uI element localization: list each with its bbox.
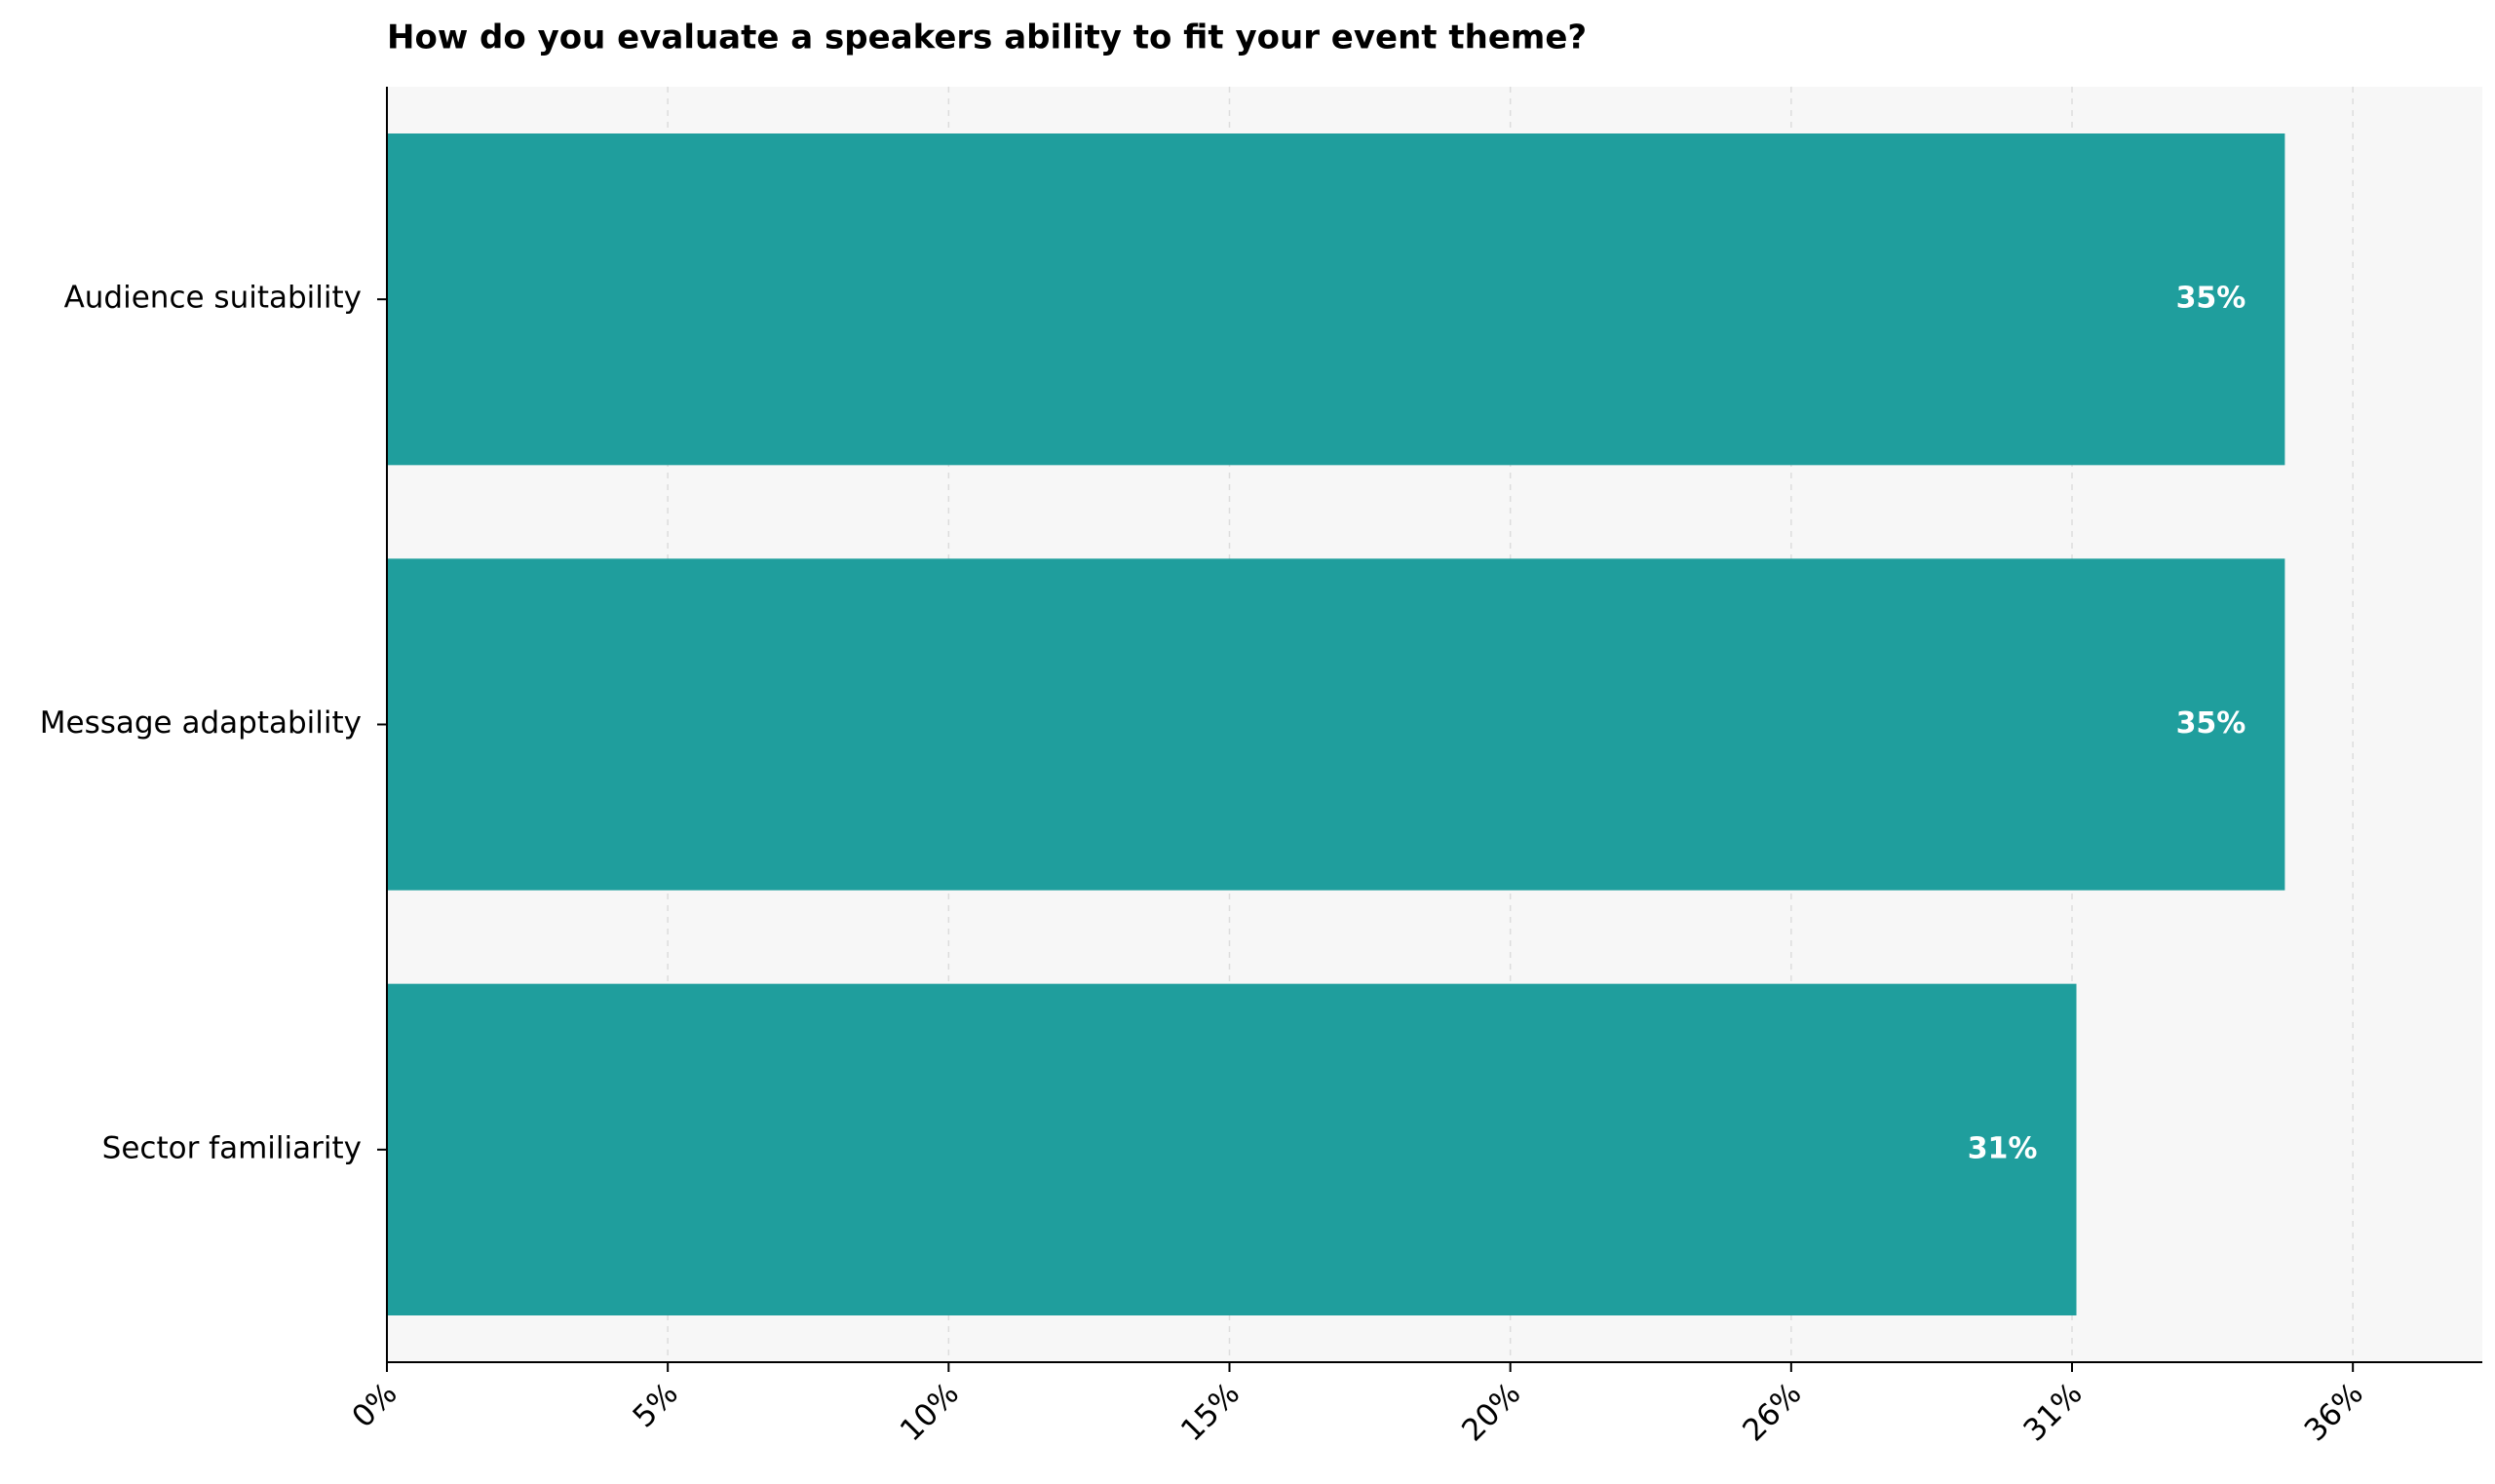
bar (387, 558, 2285, 891)
chart-title: How do you evaluate a speakers ability t… (387, 19, 1587, 57)
bar (387, 983, 2077, 1316)
x-tick-label: 0% (345, 1376, 403, 1434)
x-tick-label: 31% (2016, 1376, 2089, 1448)
x-tick-label: 36% (2298, 1376, 2370, 1448)
x-tick-label: 26% (1736, 1376, 1808, 1448)
bar (387, 133, 2285, 466)
value-label: 35% (2176, 706, 2246, 741)
value-label: 31% (1968, 1131, 2038, 1165)
x-tick-label: 5% (627, 1376, 685, 1434)
y-tick-label: Sector familiarity (102, 1130, 362, 1165)
x-tick-label: 15% (1174, 1376, 1247, 1448)
x-tick-label: 20% (1455, 1376, 1527, 1448)
value-label: 35% (2176, 282, 2246, 316)
y-tick-label: Audience suitability (64, 281, 362, 316)
y-tick-label: Message adaptability (40, 705, 362, 741)
x-tick-label: 10% (894, 1376, 966, 1448)
